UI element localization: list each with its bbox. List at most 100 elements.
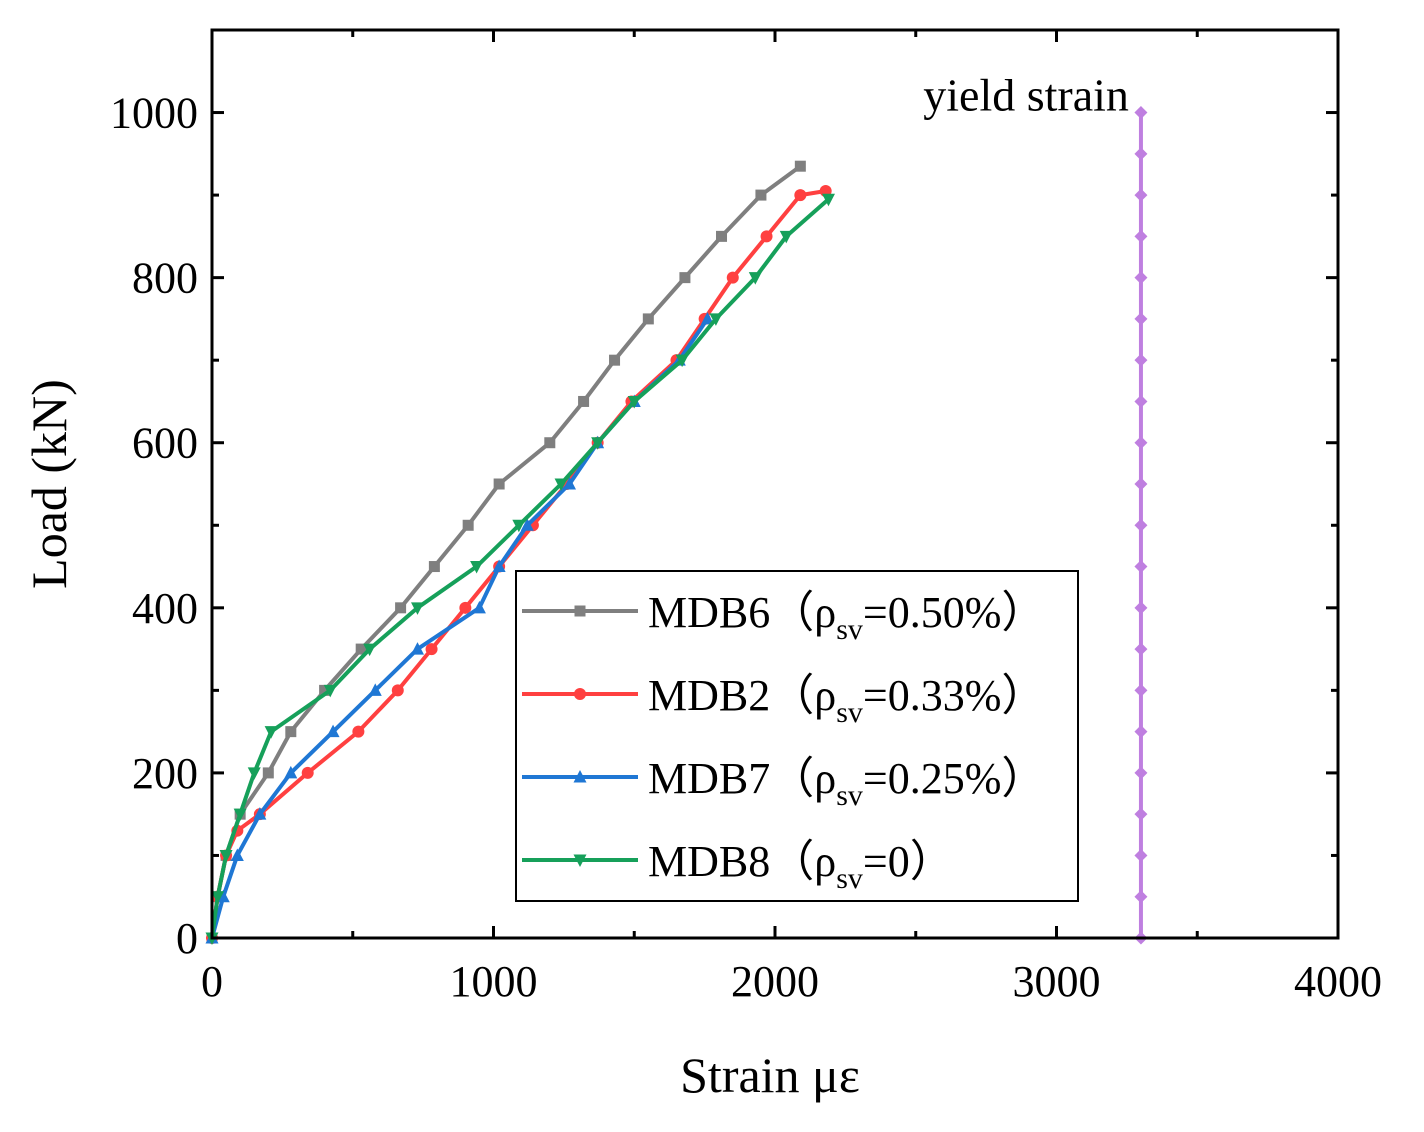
y-tick-label: 600 (132, 419, 198, 468)
x-tick-label: 0 (201, 957, 223, 1006)
yield-marker (1134, 560, 1148, 574)
data-point (779, 230, 793, 244)
legend-label-tail: =0.33%） (863, 671, 1045, 720)
legend-label-main: MDB7（ρ (648, 754, 836, 803)
data-point (363, 643, 377, 657)
data-point (493, 478, 505, 490)
yield-marker (1134, 601, 1148, 615)
yield-marker (1134, 642, 1148, 656)
data-point (233, 808, 247, 822)
legend-label-tail: =0.50%） (863, 588, 1045, 637)
data-point (395, 602, 407, 614)
data-point (642, 313, 654, 325)
yield-marker (1134, 890, 1148, 904)
data-point (609, 354, 621, 366)
legend-swatch-marker (574, 688, 586, 700)
tick-labels: 0 1000 2000 3000 4000 0 200 400 600 800 1000 (110, 89, 1382, 1006)
data-point (748, 272, 762, 285)
yield-marker (1134, 312, 1148, 326)
data-point (591, 437, 605, 450)
yield-marker (1134, 518, 1148, 532)
data-point (821, 193, 835, 207)
legend-item: MDB8（ρsv=0） (522, 837, 954, 895)
data-point (462, 519, 474, 531)
yield-strain-line-group (1134, 106, 1148, 945)
legend-label: MDB7（ρsv=0.25%） (648, 754, 1045, 812)
series-line (210, 164, 802, 939)
series-4 (205, 193, 835, 945)
data-point (760, 230, 773, 243)
data-point (470, 561, 484, 574)
data-point (492, 559, 506, 573)
data-point (563, 477, 577, 490)
legend-item: MDB6（ρsv=0.50%） (522, 588, 1045, 646)
yield-marker (1134, 271, 1148, 285)
data-point (428, 561, 440, 573)
data-point (709, 313, 723, 326)
legend-label: MDB2（ρsv=0.33%） (648, 671, 1045, 729)
legend-label-subscript: sv (836, 862, 863, 895)
data-point (355, 643, 367, 655)
legend-label-main: MDB2（ρ (648, 671, 836, 720)
legend-swatch-marker (573, 770, 587, 783)
yield-marker (1134, 807, 1148, 821)
yield-marker (1134, 188, 1148, 202)
data-point (512, 519, 526, 533)
data-point (578, 395, 590, 407)
data-point (352, 725, 365, 738)
yield-marker (1134, 147, 1148, 161)
legend: MDB6（ρsv=0.50%）MDB2（ρsv=0.33%）MDB7（ρsv=0… (515, 570, 1079, 902)
data-point (520, 518, 534, 531)
data-point (284, 765, 298, 779)
data-point (211, 891, 225, 904)
data-point (301, 766, 314, 779)
yield-marker (1134, 477, 1148, 491)
data-point (544, 437, 556, 449)
y-tick-label: 800 (132, 254, 198, 303)
data-point (219, 849, 233, 863)
yield-marker (1134, 436, 1148, 450)
yield-marker (1134, 353, 1148, 367)
legend-swatch-marker (573, 854, 587, 867)
legend-label: MDB6（ρsv=0.50%） (648, 588, 1045, 646)
legend-label-subscript: sv (836, 779, 863, 812)
x-tick-label: 2000 (731, 957, 819, 1006)
data-point (264, 726, 278, 739)
legend-label-subscript: sv (836, 696, 863, 729)
data-point (262, 767, 274, 779)
legend-label-tail: =0） (863, 837, 954, 886)
data-point (368, 683, 382, 696)
yield-marker (1134, 766, 1148, 780)
yield-marker (1134, 106, 1148, 120)
data-point (459, 601, 472, 614)
data-point (410, 642, 424, 655)
legend-item: MDB7（ρsv=0.25%） (522, 754, 1045, 812)
yield-marker (1134, 725, 1148, 739)
yield-marker (1134, 394, 1148, 408)
data-point (472, 600, 486, 614)
yield-strain-label: yield strain (923, 70, 1129, 121)
yield-marker (1134, 683, 1148, 697)
data-point (247, 767, 261, 780)
legend-label-tail: =0.25%） (863, 754, 1045, 803)
y-axis-title: Load (kN) (21, 379, 77, 589)
data-point (726, 271, 739, 284)
data-point (253, 807, 267, 820)
data-point (410, 602, 424, 615)
legend-label-main: MDB6（ρ (648, 588, 836, 637)
yield-marker (1134, 848, 1148, 862)
data-point (391, 684, 404, 697)
axis-ticks (210, 28, 1340, 940)
data-point (230, 848, 244, 861)
data-point (326, 724, 340, 738)
data-point (700, 311, 714, 325)
y-tick-label: 200 (132, 749, 198, 798)
legend-label-subscript: sv (836, 613, 863, 646)
legend-item: MDB2（ρsv=0.33%） (522, 671, 1045, 729)
legend-label-main: MDB8（ρ (648, 837, 836, 886)
data-point (675, 354, 689, 368)
data-point (319, 684, 331, 696)
legend-swatch-marker (574, 605, 586, 617)
yield-marker (1134, 229, 1148, 243)
